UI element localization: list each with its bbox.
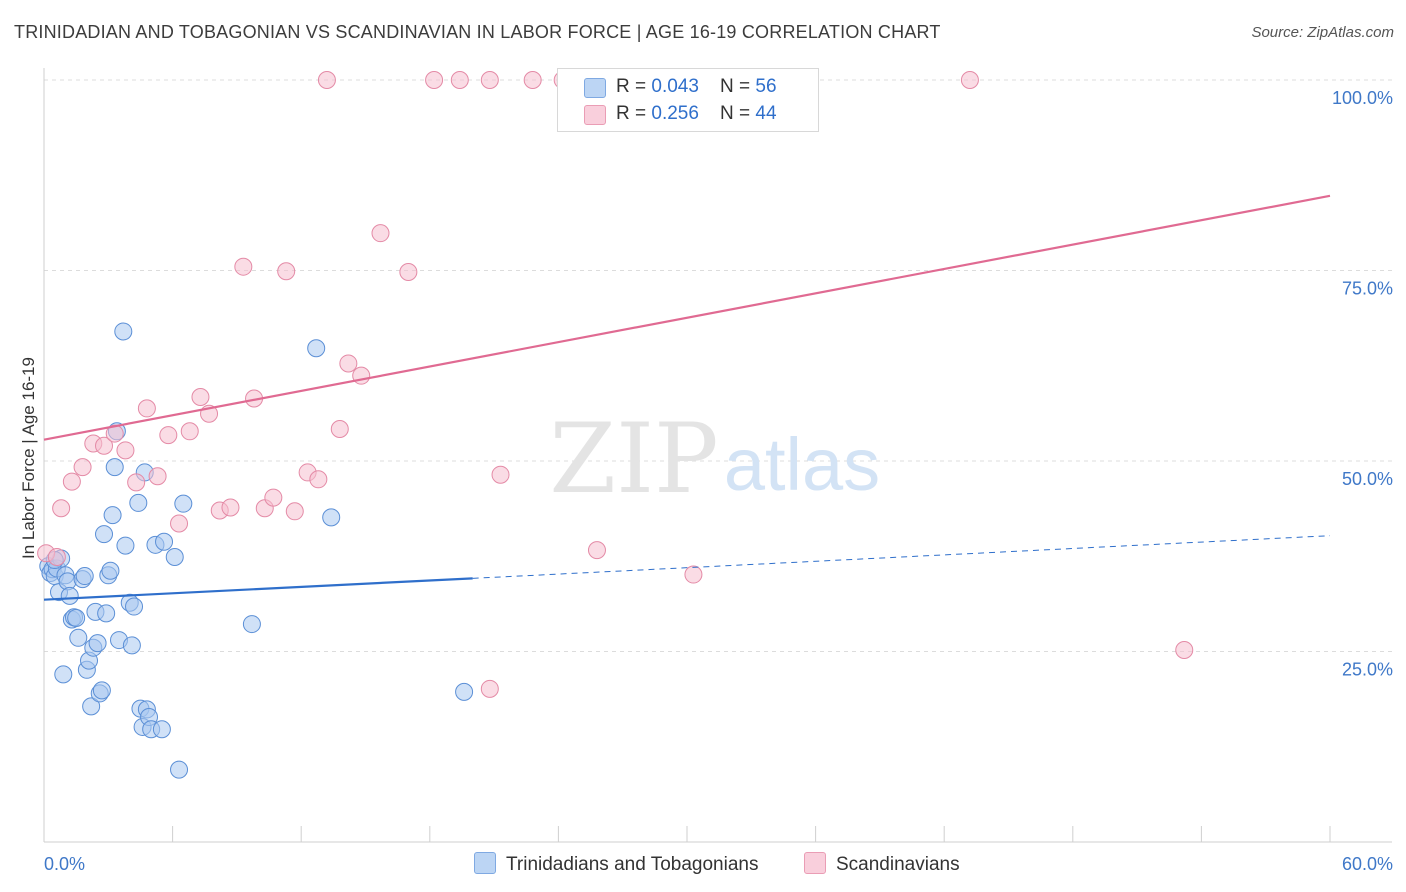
scandinavian-point xyxy=(278,263,295,280)
scandinavian-point xyxy=(1176,641,1193,658)
legend-item-trinidadians[interactable]: Trinidadians and Tobagonians xyxy=(474,852,758,876)
stats-legend: R = 0.043 N = 56 R = 0.256 N = 44 xyxy=(557,68,819,132)
legend-label: Scandinavians xyxy=(836,854,960,875)
trinidadian-point xyxy=(156,533,173,550)
n-label: N = xyxy=(720,103,755,124)
n-value: 44 xyxy=(755,103,776,124)
scandinavian-point xyxy=(286,503,303,520)
x-tick-label: 60.0% xyxy=(1342,854,1393,874)
trinidadian-point xyxy=(166,549,183,566)
scandinavian-point xyxy=(318,72,335,89)
trinidadian-point xyxy=(456,683,473,700)
scandinavian-point xyxy=(426,72,443,89)
scandinavian-point xyxy=(451,72,468,89)
trinidadian-point xyxy=(126,598,143,615)
trinidadian-point xyxy=(55,666,72,683)
trinidadian-point xyxy=(89,635,106,652)
y-tick-label: 100.0% xyxy=(1332,88,1393,108)
trinidadian-point xyxy=(76,568,93,585)
trend-lines xyxy=(44,196,1330,600)
scandinavian-point xyxy=(171,515,188,532)
trinidadian-point xyxy=(104,507,121,524)
scandinavian-point xyxy=(181,423,198,440)
trinidadian-point xyxy=(175,495,192,512)
scandinavian-point xyxy=(222,499,239,516)
r-label: R = xyxy=(616,103,651,124)
trinidadian-point xyxy=(106,459,123,476)
scandinavian-point xyxy=(48,549,65,566)
trinidadian-point xyxy=(96,526,113,543)
scandinavian-point xyxy=(372,225,389,242)
scandinavian-point xyxy=(961,72,978,89)
scandinavian-point xyxy=(481,72,498,89)
scandinavian-point xyxy=(400,264,417,281)
scandinavian-point xyxy=(74,459,91,476)
trinidadian-point xyxy=(68,609,85,626)
scandinavian-point xyxy=(310,471,327,488)
blue-swatch-icon xyxy=(584,78,606,98)
r-label: R = xyxy=(616,76,651,97)
r-value: 0.256 xyxy=(651,103,699,124)
trinidadian-point xyxy=(98,605,115,622)
trinidadian-point xyxy=(123,637,140,654)
trinidadian-point xyxy=(61,587,78,604)
scandinavian-point xyxy=(138,400,155,417)
watermark-zip: ZIP xyxy=(549,403,718,515)
scandinavian-point xyxy=(160,427,177,444)
scandinavian-point xyxy=(149,468,166,485)
scandinavian-point xyxy=(235,258,252,275)
legend-label: Trinidadians and Tobagonians xyxy=(506,854,758,875)
legend-item-scandinavians[interactable]: Scandinavians xyxy=(804,852,960,876)
scandinavian-point xyxy=(53,500,70,517)
y-tick-label: 75.0% xyxy=(1342,279,1393,299)
trinidadian-point xyxy=(323,509,340,526)
y-tick-label: 50.0% xyxy=(1342,469,1393,489)
n-value: 56 xyxy=(755,76,776,97)
scandinavian-point xyxy=(128,474,145,491)
trinidadian-point xyxy=(102,562,119,579)
blue-swatch-icon xyxy=(474,852,496,874)
scandinavian-point xyxy=(117,442,134,459)
trinidadian-point xyxy=(70,629,87,646)
trinidadian-point xyxy=(171,761,188,778)
scandinavian-point xyxy=(588,542,605,559)
trinidadian-point xyxy=(308,340,325,357)
scandinavian-point xyxy=(492,466,509,483)
scandinavian-point xyxy=(685,566,702,583)
scandinavian-point xyxy=(481,680,498,697)
scandinavian-point xyxy=(331,420,348,437)
trinidadian-point xyxy=(117,537,134,554)
trinidadian-point xyxy=(93,682,110,699)
pink-swatch-icon xyxy=(804,852,826,874)
watermark-atlas: atlas xyxy=(724,423,880,506)
scandinavian-point xyxy=(524,72,541,89)
n-label: N = xyxy=(720,76,755,97)
y-tick-label: 25.0% xyxy=(1342,660,1393,680)
trinidadian-point xyxy=(243,616,260,633)
scandinavian-point xyxy=(63,473,80,490)
scandinavian-point xyxy=(340,355,357,372)
trinidadian-point xyxy=(115,323,132,340)
x-tick-label: 0.0% xyxy=(44,854,85,874)
scandinavian-point xyxy=(192,388,209,405)
scatter-chart: ZIP atlas 25.0% 50.0% 75.0% 100.0% 0.0% 60.0%… xyxy=(0,0,1406,892)
r-value: 0.043 xyxy=(651,76,699,97)
pink-swatch-icon xyxy=(584,105,606,125)
trinidadian-point xyxy=(130,494,147,511)
y-axis-label: In Labor Force | Age 16-19 xyxy=(19,357,38,559)
trinidadian-point xyxy=(153,721,170,738)
scandinavian-point xyxy=(265,489,282,506)
